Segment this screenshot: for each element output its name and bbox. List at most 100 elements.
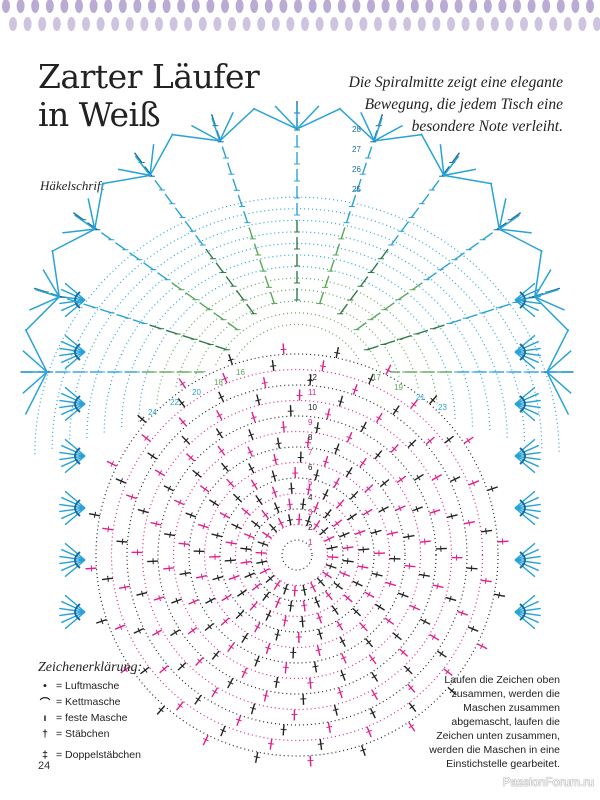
stitch-bar — [353, 609, 359, 615]
legend-label: = Kettmasche — [56, 696, 121, 708]
stitch — [215, 262, 224, 273]
stitch — [59, 299, 86, 305]
stitch-bar — [158, 595, 162, 602]
stitch — [261, 531, 272, 539]
stitch — [302, 600, 306, 612]
stitch — [227, 322, 238, 331]
stitch — [219, 512, 230, 519]
stitch-bar — [254, 659, 261, 663]
border-drop — [257, 17, 266, 31]
border-drop — [323, 0, 332, 13]
stitch-bar — [180, 419, 186, 425]
fan-stitch — [499, 228, 532, 234]
stitch — [364, 591, 375, 598]
stitch — [514, 559, 540, 572]
stitch — [165, 329, 178, 335]
stitch-bar — [479, 643, 484, 650]
stitch — [410, 207, 420, 218]
fan-stitch — [191, 124, 221, 142]
stitch — [370, 262, 379, 273]
stitch-bar — [333, 447, 340, 451]
stitch-bar — [270, 365, 277, 367]
stitch-bar — [130, 493, 134, 500]
fan-stitch — [62, 228, 95, 234]
stitch-bar — [265, 646, 272, 650]
border-drop — [454, 0, 463, 13]
round-label: 8 — [308, 433, 313, 442]
border-drop — [513, 0, 521, 13]
chain-ring — [110, 368, 484, 742]
stitch — [467, 626, 479, 632]
border-drop — [242, 17, 251, 31]
stitch — [85, 567, 97, 570]
border-drop — [315, 17, 324, 31]
stitch-bar — [251, 482, 258, 487]
stitch — [283, 615, 287, 627]
chain-ring — [126, 384, 468, 726]
stitch-bar — [271, 474, 278, 478]
border-drop — [111, 17, 120, 31]
fan-stitch — [296, 107, 342, 130]
stitch-bar — [242, 635, 248, 640]
stitch — [271, 470, 277, 482]
border-drop — [593, 17, 600, 31]
stitch — [514, 455, 541, 461]
stitch-bar — [202, 486, 208, 492]
stitch — [232, 178, 238, 191]
round-label: 16 — [236, 368, 245, 377]
fan-stitch — [534, 288, 559, 298]
stitch-bar — [263, 567, 268, 574]
stitch-bar — [235, 718, 242, 722]
stitch-bar — [253, 755, 260, 759]
stitch-bar — [195, 697, 201, 702]
stitch-bar — [375, 452, 381, 458]
fan-stitch — [219, 107, 256, 142]
note-line: werden die Maschen in eine — [429, 744, 560, 756]
border-drop — [52, 17, 61, 31]
shell-stitch — [74, 343, 81, 361]
stitch — [59, 403, 86, 409]
border-drop — [82, 17, 90, 31]
stitch — [514, 594, 536, 613]
stitch — [221, 594, 232, 602]
round-label: 23 — [438, 403, 447, 412]
fan-stitch — [274, 105, 298, 130]
stitch — [370, 312, 381, 321]
stitch — [403, 534, 415, 539]
stitch — [114, 624, 126, 630]
chain-ring — [86, 231, 508, 438]
border-drop — [9, 17, 17, 31]
stitch — [347, 513, 358, 521]
page-title: Zarter Läufer in Weiß — [38, 58, 260, 134]
stitch-bar — [305, 488, 312, 491]
stitch-bar — [222, 377, 229, 381]
border-drop — [294, 0, 302, 13]
stitch — [387, 531, 399, 536]
stitch-bar — [227, 680, 234, 685]
border-drop — [556, 0, 565, 13]
intro-text: Die Spiralmitte zeigt eine elegante Bewe… — [283, 72, 563, 138]
stitch — [514, 507, 540, 520]
border-drop — [125, 17, 134, 31]
stitch — [329, 259, 335, 272]
stitch — [132, 319, 145, 325]
stitch-bar — [391, 446, 397, 452]
shell-stitch — [519, 603, 526, 621]
stitch-bar — [325, 592, 332, 598]
round-label: 27 — [352, 145, 361, 154]
stitch-bar — [346, 435, 353, 440]
border-drop — [169, 17, 178, 31]
stitch — [514, 611, 540, 624]
border-drop — [104, 0, 113, 13]
stitch-bar — [313, 523, 320, 528]
stitch-bar — [223, 618, 228, 624]
stitch — [340, 670, 346, 681]
round-label: 26 — [352, 165, 361, 174]
border-drop — [213, 17, 222, 31]
border-drop — [490, 17, 499, 31]
chain-ring — [207, 312, 387, 400]
chain-ring — [234, 492, 360, 618]
border-drop — [155, 17, 163, 31]
stitch — [129, 252, 140, 261]
stitch — [178, 542, 190, 546]
